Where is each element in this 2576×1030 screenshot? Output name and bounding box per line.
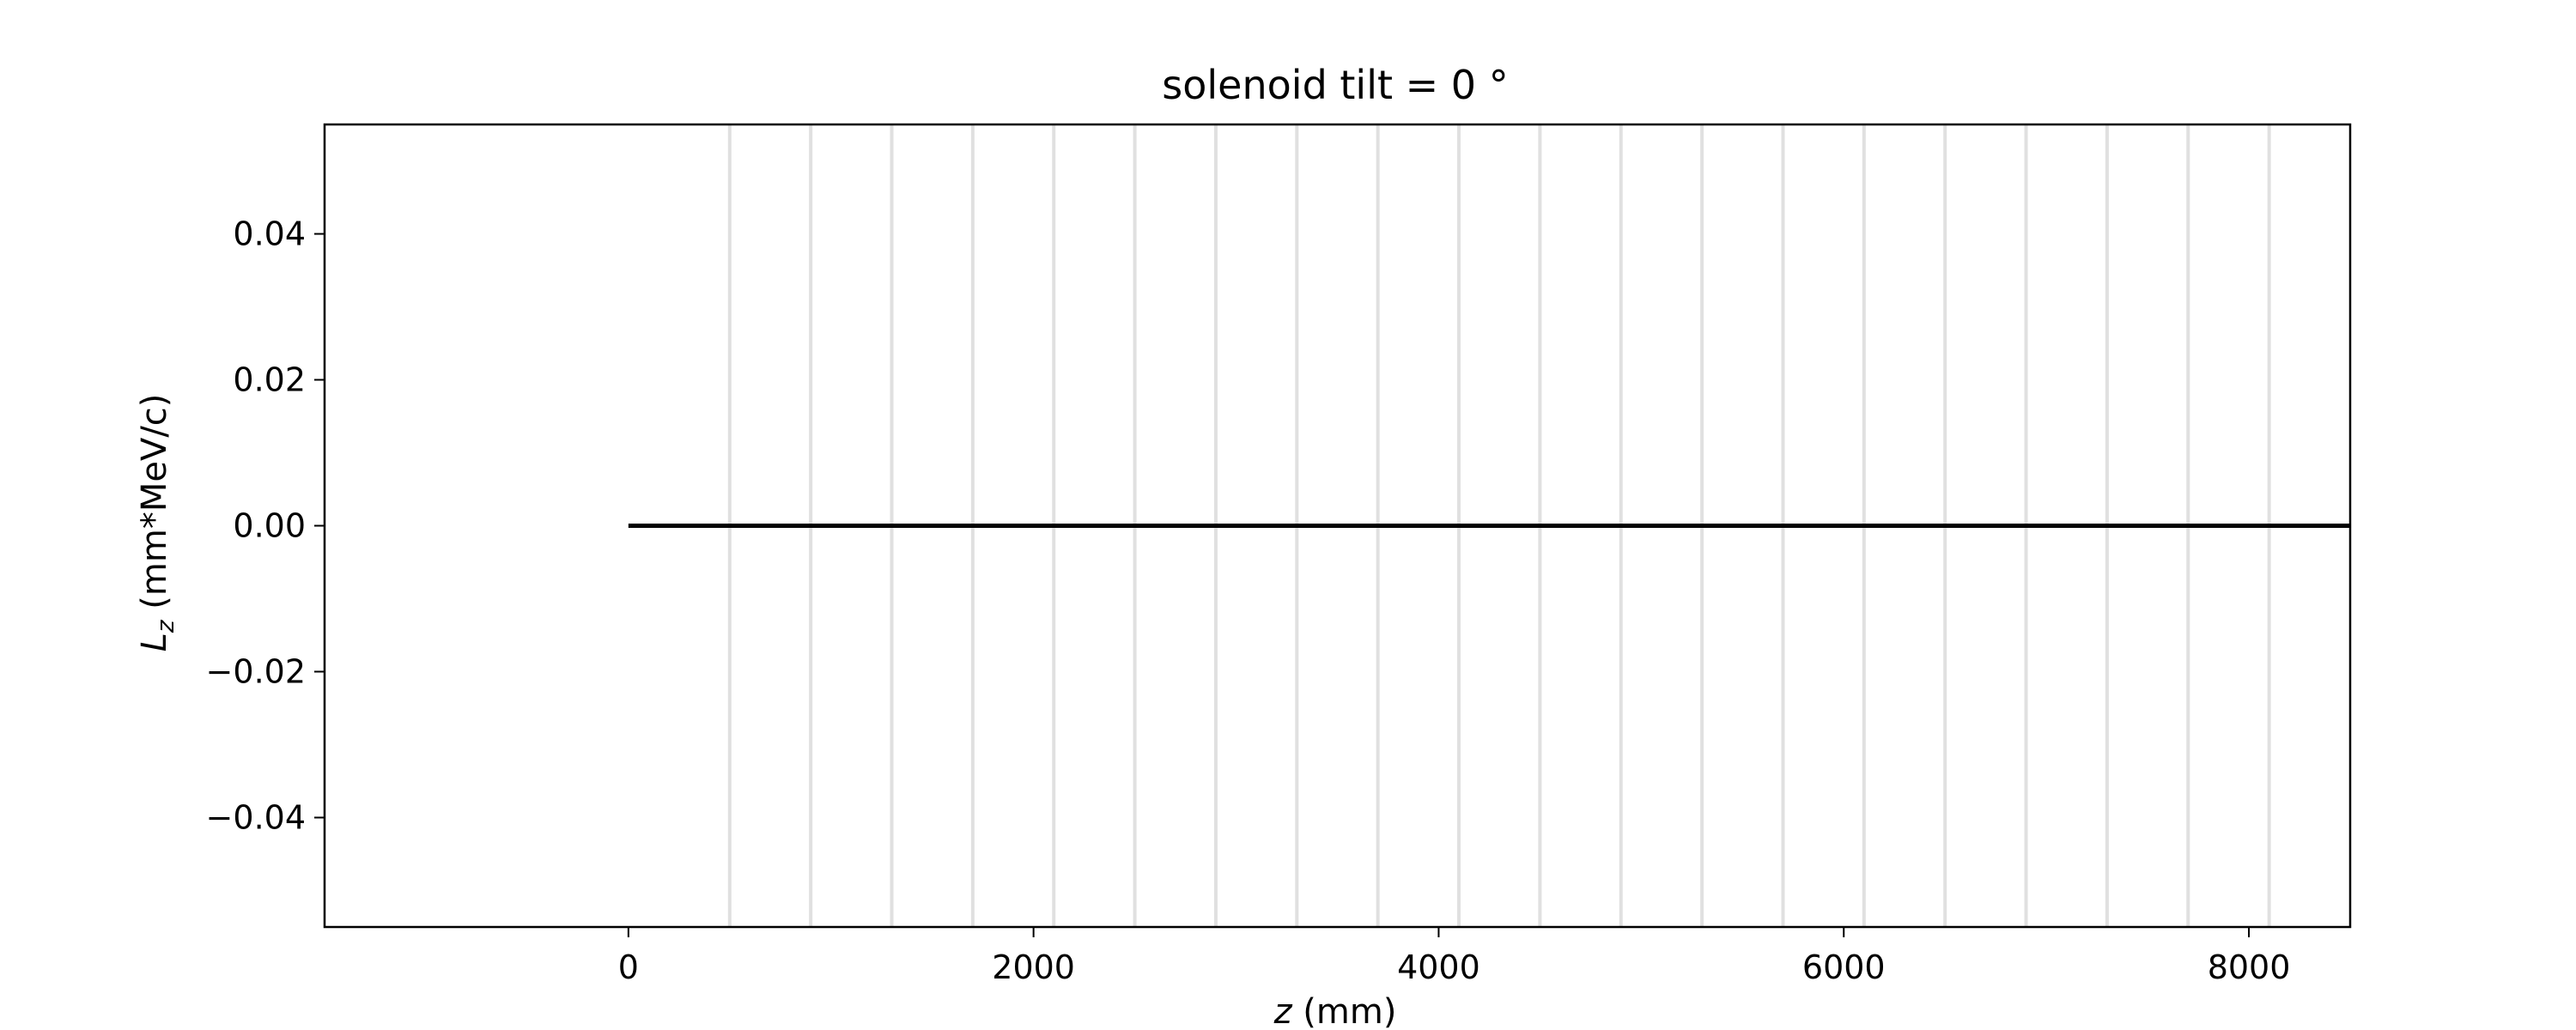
y-tick-label: −0.04: [206, 799, 306, 837]
x-tick-label: 8000: [2208, 948, 2291, 986]
x-axis-var: z: [1273, 992, 1293, 1030]
y-tick-label: 0.04: [233, 215, 306, 253]
chart-title: solenoid tilt = 0 °: [1162, 62, 1508, 108]
x-tick-label: 4000: [1397, 948, 1480, 986]
x-axis-ticks: 0 2000 4000 6000 8000: [618, 927, 2291, 986]
y-axis-sub: z: [151, 619, 179, 633]
y-axis-title: Lz (mm*MeV/c): [135, 394, 179, 652]
y-tick-label: 0.02: [233, 361, 306, 399]
y-axis-ticks: −0.04 −0.02 0.00 0.02 0.04: [206, 215, 325, 837]
x-tick-label: 0: [618, 948, 639, 986]
x-axis-title: z (mm): [1273, 992, 1397, 1030]
x-axis-unit: (mm): [1292, 992, 1397, 1030]
x-tick-label: 6000: [1802, 948, 1886, 986]
y-tick-label: 0.00: [233, 507, 306, 545]
y-axis-unit: (mm*MeV/c): [135, 394, 174, 621]
y-axis-var: L: [135, 633, 174, 651]
x-tick-label: 2000: [992, 948, 1075, 986]
y-tick-label: −0.02: [206, 653, 306, 691]
